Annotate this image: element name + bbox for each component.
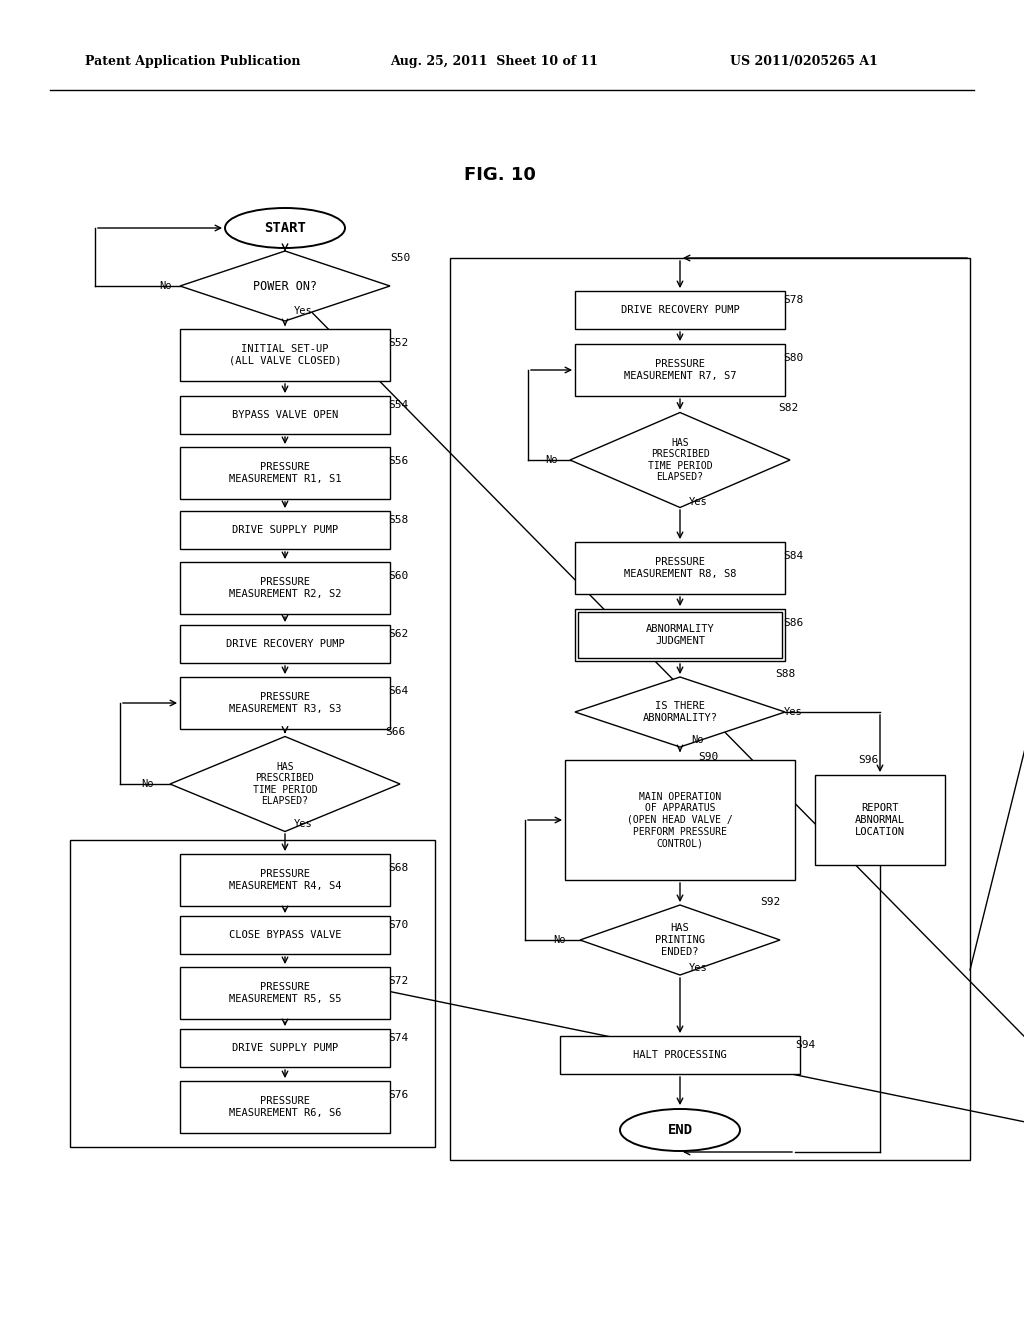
FancyBboxPatch shape <box>575 290 785 329</box>
Text: Yes: Yes <box>688 498 708 507</box>
FancyBboxPatch shape <box>575 543 785 594</box>
Text: S56: S56 <box>388 455 409 466</box>
FancyBboxPatch shape <box>180 447 390 499</box>
Ellipse shape <box>620 1109 740 1151</box>
Text: Yes: Yes <box>294 306 312 315</box>
Text: No: No <box>546 455 558 465</box>
Text: Yes: Yes <box>688 964 708 973</box>
Text: Patent Application Publication: Patent Application Publication <box>85 55 300 69</box>
Text: PRESSURE
MEASUREMENT R4, S4: PRESSURE MEASUREMENT R4, S4 <box>228 869 341 891</box>
Text: S84: S84 <box>783 550 803 561</box>
Text: PRESSURE
MEASUREMENT R2, S2: PRESSURE MEASUREMENT R2, S2 <box>228 577 341 599</box>
Text: Yes: Yes <box>294 818 312 829</box>
Text: MAIN OPERATION
OF APPARATUS
(OPEN HEAD VALVE /
PERFORM PRESSURE
CONTROL): MAIN OPERATION OF APPARATUS (OPEN HEAD V… <box>627 792 733 849</box>
Text: POWER ON?: POWER ON? <box>253 280 317 293</box>
Text: S76: S76 <box>388 1090 409 1100</box>
FancyBboxPatch shape <box>180 1030 390 1067</box>
Text: Yes: Yes <box>783 708 803 717</box>
Text: HAS
PRESCRIBED
TIME PERIOD
ELAPSED?: HAS PRESCRIBED TIME PERIOD ELAPSED? <box>253 762 317 807</box>
FancyBboxPatch shape <box>180 916 390 954</box>
Text: S74: S74 <box>388 1034 409 1043</box>
Text: START: START <box>264 220 306 235</box>
Text: S70: S70 <box>388 920 409 931</box>
Text: HAS
PRESCRIBED
TIME PERIOD
ELAPSED?: HAS PRESCRIBED TIME PERIOD ELAPSED? <box>648 438 713 482</box>
Text: S66: S66 <box>385 727 406 737</box>
Text: S54: S54 <box>388 400 409 411</box>
Text: S94: S94 <box>795 1040 815 1049</box>
FancyBboxPatch shape <box>180 562 390 614</box>
Ellipse shape <box>225 209 345 248</box>
Text: S92: S92 <box>760 898 780 907</box>
Text: PRESSURE
MEASUREMENT R5, S5: PRESSURE MEASUREMENT R5, S5 <box>228 982 341 1003</box>
Text: Aug. 25, 2011  Sheet 10 of 11: Aug. 25, 2011 Sheet 10 of 11 <box>390 55 598 69</box>
Text: HALT PROCESSING: HALT PROCESSING <box>633 1049 727 1060</box>
FancyBboxPatch shape <box>180 511 390 549</box>
Polygon shape <box>580 906 780 975</box>
FancyBboxPatch shape <box>575 609 785 661</box>
Text: S50: S50 <box>390 253 411 263</box>
FancyBboxPatch shape <box>180 624 390 663</box>
Text: DRIVE SUPPLY PUMP: DRIVE SUPPLY PUMP <box>231 1043 338 1053</box>
Text: S72: S72 <box>388 975 409 986</box>
Text: S68: S68 <box>388 863 409 873</box>
FancyBboxPatch shape <box>180 1081 390 1133</box>
Text: PRESSURE
MEASUREMENT R8, S8: PRESSURE MEASUREMENT R8, S8 <box>624 557 736 578</box>
Text: S52: S52 <box>388 338 409 348</box>
FancyBboxPatch shape <box>565 760 795 880</box>
Text: S80: S80 <box>783 352 803 363</box>
Polygon shape <box>170 737 400 832</box>
Text: END: END <box>668 1123 692 1137</box>
Text: S78: S78 <box>783 294 803 305</box>
FancyBboxPatch shape <box>180 968 390 1019</box>
FancyBboxPatch shape <box>815 775 945 865</box>
Text: DRIVE RECOVERY PUMP: DRIVE RECOVERY PUMP <box>225 639 344 649</box>
FancyBboxPatch shape <box>180 329 390 381</box>
Text: REPORT
ABNORMAL
LOCATION: REPORT ABNORMAL LOCATION <box>855 804 905 837</box>
Text: No: No <box>159 281 171 290</box>
Polygon shape <box>575 677 785 747</box>
Text: S62: S62 <box>388 630 409 639</box>
Text: DRIVE SUPPLY PUMP: DRIVE SUPPLY PUMP <box>231 525 338 535</box>
FancyBboxPatch shape <box>180 854 390 906</box>
Text: S86: S86 <box>783 618 803 628</box>
FancyBboxPatch shape <box>180 677 390 729</box>
Polygon shape <box>180 251 390 321</box>
Text: BYPASS VALVE OPEN: BYPASS VALVE OPEN <box>231 411 338 420</box>
Text: S82: S82 <box>778 403 798 413</box>
Text: S88: S88 <box>775 669 795 678</box>
Text: HAS
PRINTING
ENDED?: HAS PRINTING ENDED? <box>655 924 705 957</box>
Text: INITIAL SET-UP
(ALL VALVE CLOSED): INITIAL SET-UP (ALL VALVE CLOSED) <box>228 345 341 366</box>
Text: S90: S90 <box>698 752 718 762</box>
Text: PRESSURE
MEASUREMENT R7, S7: PRESSURE MEASUREMENT R7, S7 <box>624 359 736 380</box>
Text: S58: S58 <box>388 515 409 525</box>
Text: US 2011/0205265 A1: US 2011/0205265 A1 <box>730 55 878 69</box>
Text: S96: S96 <box>858 755 879 766</box>
Text: DRIVE RECOVERY PUMP: DRIVE RECOVERY PUMP <box>621 305 739 315</box>
FancyBboxPatch shape <box>560 1036 800 1074</box>
Polygon shape <box>570 412 790 507</box>
Text: FIG. 10: FIG. 10 <box>464 166 536 183</box>
Text: IS THERE
ABNORMALITY?: IS THERE ABNORMALITY? <box>642 701 718 723</box>
Text: S64: S64 <box>388 686 409 696</box>
Text: ABNORMALITY
JUDGMENT: ABNORMALITY JUDGMENT <box>645 624 715 645</box>
FancyBboxPatch shape <box>575 345 785 396</box>
Text: No: No <box>554 935 566 945</box>
Text: PRESSURE
MEASUREMENT R3, S3: PRESSURE MEASUREMENT R3, S3 <box>228 692 341 714</box>
Text: PRESSURE
MEASUREMENT R6, S6: PRESSURE MEASUREMENT R6, S6 <box>228 1096 341 1118</box>
Text: No: No <box>692 735 705 744</box>
Text: PRESSURE
MEASUREMENT R1, S1: PRESSURE MEASUREMENT R1, S1 <box>228 462 341 484</box>
Text: CLOSE BYPASS VALVE: CLOSE BYPASS VALVE <box>228 931 341 940</box>
Text: No: No <box>140 779 154 789</box>
Text: S60: S60 <box>388 572 409 581</box>
FancyBboxPatch shape <box>180 396 390 434</box>
